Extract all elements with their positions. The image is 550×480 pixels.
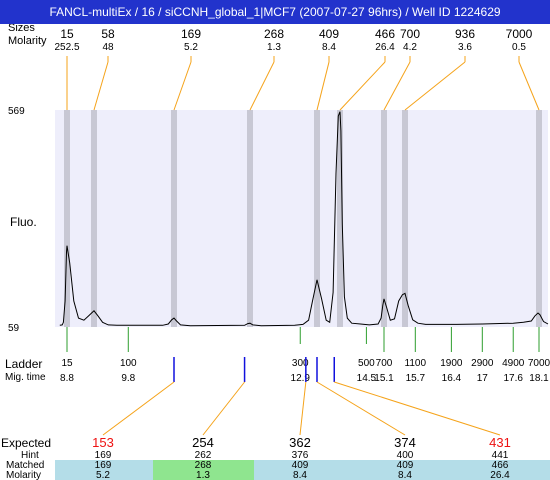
peak-molarity-label: 26.4 <box>375 42 395 53</box>
hint-row-label: Hint <box>21 450 39 461</box>
hint-value: 441 <box>492 450 509 461</box>
ladder-mig-time-label: 12.9 <box>291 373 311 384</box>
ladder-size-label: 15 <box>61 358 73 369</box>
ladder-size-label: 700 <box>376 358 393 369</box>
peak-size-label: 466 <box>375 27 395 41</box>
molarity-value: 8.4 <box>293 470 307 480</box>
ladder-mig-time-label: 16.4 <box>442 373 462 384</box>
peak-size-label: 169 <box>181 27 201 41</box>
peak-size-label: 268 <box>264 27 284 41</box>
matched-value: 169 <box>95 460 112 471</box>
peak-size-label: 936 <box>455 27 475 41</box>
matched-value: 466 <box>492 460 509 471</box>
ladder-size-label: 100 <box>120 358 137 369</box>
peak-leader-line <box>173 61 192 111</box>
molarity-value: 8.4 <box>398 470 412 480</box>
ladder-size-label: 1100 <box>405 358 427 369</box>
peak-leader-line <box>249 61 275 111</box>
expected-connector <box>202 381 245 436</box>
window-title: FANCL-multiEx / 16 / siCCNH_global_1|MCF… <box>0 0 550 24</box>
mig-time-row-label: Mig. time <box>5 372 46 383</box>
ladder-mig-time-label: 18.1 <box>529 373 549 384</box>
y-axis-label: Fluo. <box>10 215 37 229</box>
ladder-size-label: 500 <box>358 358 375 369</box>
peak-leader-line <box>93 61 109 111</box>
expected-connector <box>299 381 307 436</box>
peak-molarity-label: 4.2 <box>403 42 417 53</box>
peak-size-label: 409 <box>319 27 339 41</box>
hint-value: 400 <box>397 450 414 461</box>
ladder-mig-time-label: 9.8 <box>121 373 135 384</box>
peak-size-label: 58 <box>101 27 115 41</box>
expected-connector <box>102 381 175 436</box>
peak-band <box>171 110 177 327</box>
ladder-mig-time-label: 8.8 <box>60 373 74 384</box>
molarity-value: 26.4 <box>490 470 510 480</box>
matched-value: 268 <box>195 460 212 471</box>
ladder-mig-time-label: 15.7 <box>406 373 426 384</box>
molarity-value: 5.2 <box>96 470 110 480</box>
peak-band <box>536 110 542 327</box>
ladder-size-label: 300 <box>292 358 309 369</box>
peak-size-label: 7000 <box>506 27 533 41</box>
sizes-row-label: Sizes <box>8 22 35 34</box>
matched-value: 409 <box>397 460 414 471</box>
peak-molarity-label: 8.4 <box>322 42 336 53</box>
ladder-mig-time-label: 14.5 <box>357 373 377 384</box>
expected-row-label: Expected <box>1 436 51 450</box>
peak-leader-line <box>316 61 330 111</box>
matched-value: 409 <box>292 460 309 471</box>
expected-value: 153 <box>92 435 114 450</box>
plot-area <box>55 110 548 327</box>
peak-molarity-label: 48 <box>102 42 114 53</box>
expected-connector <box>334 381 501 436</box>
ladder-size-label: 1900 <box>440 358 463 369</box>
ladder-size-label: 7000 <box>528 358 550 369</box>
peak-leader-line <box>383 61 411 111</box>
peak-band <box>247 110 253 327</box>
peak-band <box>402 110 408 327</box>
hint-value: 376 <box>292 450 309 461</box>
peak-leader-line <box>339 61 386 111</box>
expected-value: 374 <box>394 435 416 450</box>
peak-band <box>314 110 320 327</box>
table-cell-highlight <box>153 460 254 480</box>
peak-molarity-label: 252.5 <box>54 42 79 53</box>
expected-connector <box>316 381 406 436</box>
ladder-row-label: Ladder <box>5 357 42 371</box>
peak-leader-line <box>404 61 466 111</box>
expected-value: 362 <box>289 435 311 450</box>
peak-molarity-label: 0.5 <box>512 42 526 53</box>
ladder-mig-time-label: 15.1 <box>374 373 394 384</box>
ladder-mig-time-label: 17 <box>477 373 489 384</box>
molarity-row-label: Molarity <box>8 35 47 47</box>
peak-size-label: 15 <box>60 27 74 41</box>
ladder-mig-time-label: 17.6 <box>503 373 523 384</box>
peak-band <box>381 110 387 327</box>
hint-value: 169 <box>95 450 112 461</box>
peak-molarity-label: 1.3 <box>267 42 281 53</box>
peak-band <box>337 110 343 327</box>
hint-value: 262 <box>195 450 212 461</box>
molarity-bottom-row-label: Molarity <box>6 470 41 480</box>
matched-row-label: Matched <box>6 460 44 471</box>
peak-size-label: 700 <box>400 27 420 41</box>
peak-band <box>91 110 97 327</box>
peak-molarity-label: 5.2 <box>184 42 198 53</box>
ladder-size-label: 2900 <box>471 358 494 369</box>
peak-band <box>64 110 70 327</box>
peak-molarity-label: 3.6 <box>458 42 472 53</box>
y-tick-label: 569 <box>8 106 25 117</box>
y-tick-label: 59 <box>8 323 20 334</box>
ladder-size-label: 4900 <box>502 358 525 369</box>
electropherogram-trace <box>59 111 549 327</box>
peak-leader-line <box>518 61 540 111</box>
expected-value: 254 <box>192 435 214 450</box>
molarity-value: 1.3 <box>196 470 210 480</box>
expected-value: 431 <box>489 435 511 450</box>
